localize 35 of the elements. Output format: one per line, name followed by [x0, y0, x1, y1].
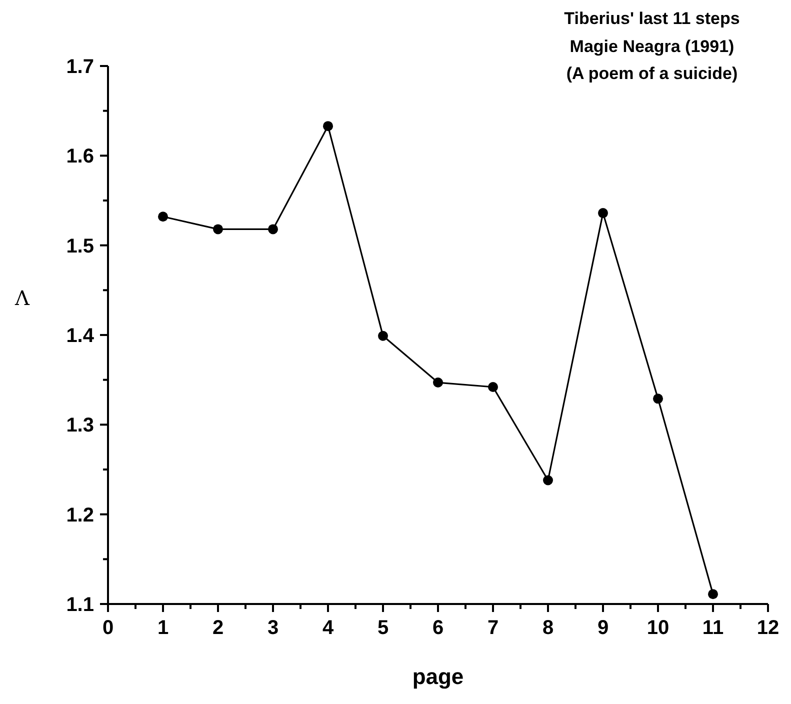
y-tick-label: 1.4 — [66, 325, 95, 347]
x-tick-label: 4 — [322, 617, 334, 639]
chart-subtitle: Magie Neagra (1991) (A poem of a suicide) — [566, 37, 738, 83]
x-tick-label: 9 — [597, 617, 609, 639]
point — [708, 589, 718, 600]
x-tick-label: 0 — [102, 617, 114, 639]
x-tick-label: 12 — [756, 617, 780, 639]
x-tick-label: 3 — [267, 617, 279, 639]
point — [213, 224, 223, 234]
point — [653, 394, 663, 404]
point — [158, 212, 168, 222]
point — [598, 208, 608, 218]
point — [323, 121, 333, 132]
x-tick-label: 10 — [646, 617, 670, 639]
x-tick-label: 1 — [157, 617, 169, 639]
point — [433, 378, 443, 388]
chart-title: Tiberius' last 11 steps — [564, 9, 740, 28]
x-tick-label: 6 — [432, 617, 444, 639]
point — [268, 224, 278, 234]
x-tick-label: 7 — [487, 617, 499, 639]
y-tick-label: 1.6 — [66, 146, 94, 168]
y-tick-label: 1.1 — [66, 594, 94, 616]
x-tick-label: 2 — [212, 617, 224, 639]
point — [378, 330, 388, 341]
y-tick-label: 1.2 — [66, 504, 94, 526]
x-axis-title: page — [412, 664, 464, 689]
x-tick-label: 8 — [542, 617, 554, 639]
y-tick-label: 1.3 — [66, 414, 94, 437]
y-tick-label: 1.5 — [66, 235, 94, 258]
y-axis-title: Λ — [14, 286, 30, 310]
y-tick-label: 1.7 — [66, 56, 94, 78]
point — [543, 475, 553, 486]
point — [488, 382, 498, 392]
x-tick-label: 5 — [377, 617, 389, 639]
x-tick-label: 11 — [702, 617, 724, 639]
